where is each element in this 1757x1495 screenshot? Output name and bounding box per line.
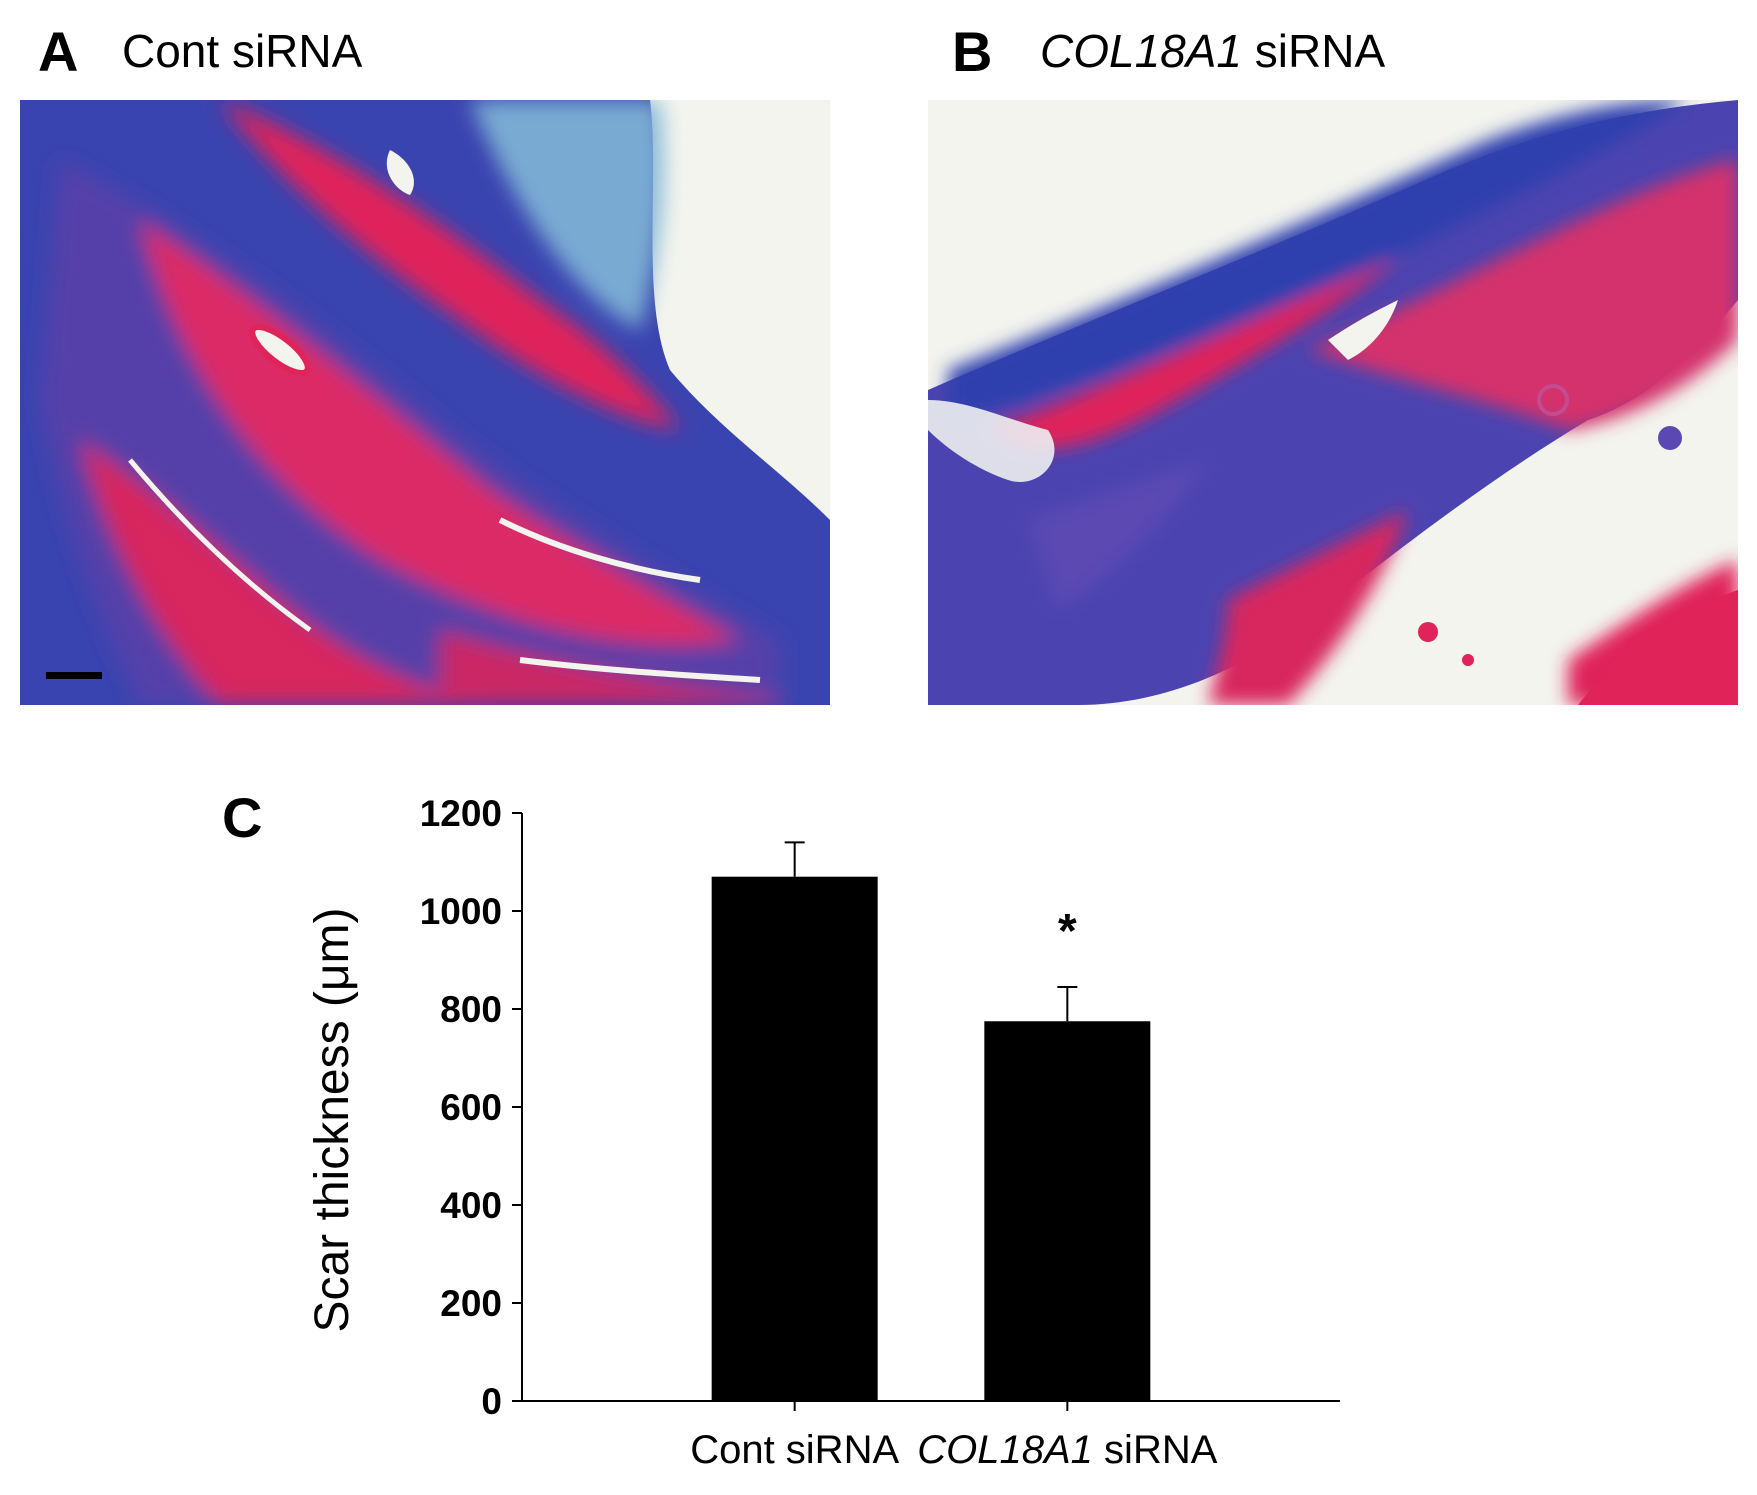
y-tick-label: 800 <box>440 989 502 1030</box>
y-tick-label: 1000 <box>420 891 502 932</box>
panel-a-letter: A <box>38 20 79 83</box>
significance-marker: * <box>1058 905 1077 958</box>
x-tick-label-plain: Cont siRNA <box>690 1428 899 1472</box>
micrograph-col18a1-sirna <box>928 100 1738 705</box>
panel-b-title-gene: COL18A1 <box>1040 25 1243 77</box>
x-tick-label: COL18A1 siRNA <box>917 1428 1217 1472</box>
y-tick-label: 600 <box>440 1087 502 1128</box>
y-axis: 0 200 400 600 800 1000 1200 <box>420 793 523 1422</box>
x-tick-label: Cont siRNA <box>690 1428 899 1472</box>
bar <box>984 1021 1151 1401</box>
x-tick-label-italic: COL18A1 <box>917 1428 1093 1472</box>
bar <box>711 876 878 1401</box>
panel-b-title: COL18A1 siRNA <box>1040 28 1385 74</box>
y-tick-label: 0 <box>481 1381 502 1422</box>
micrograph-cont-sirna <box>20 100 830 705</box>
x-tick-label-plain: siRNA <box>1093 1428 1218 1472</box>
panel-c-letter: C <box>222 786 263 849</box>
y-axis-label: Scar thickness (μm) <box>306 907 359 1332</box>
panel-b-title-suffix: siRNA <box>1242 25 1386 77</box>
y-tick-label: 400 <box>440 1185 502 1226</box>
scale-bar <box>46 672 102 679</box>
bars: * <box>711 841 1151 1401</box>
y-tick-label: 200 <box>440 1283 502 1324</box>
y-tick-label: 1200 <box>420 793 502 834</box>
panel-b-letter: B <box>952 20 993 83</box>
panel-a-title: Cont siRNA <box>122 25 363 77</box>
x-axis: Cont siRNA COL18A1 siRNA <box>522 1400 1340 1472</box>
